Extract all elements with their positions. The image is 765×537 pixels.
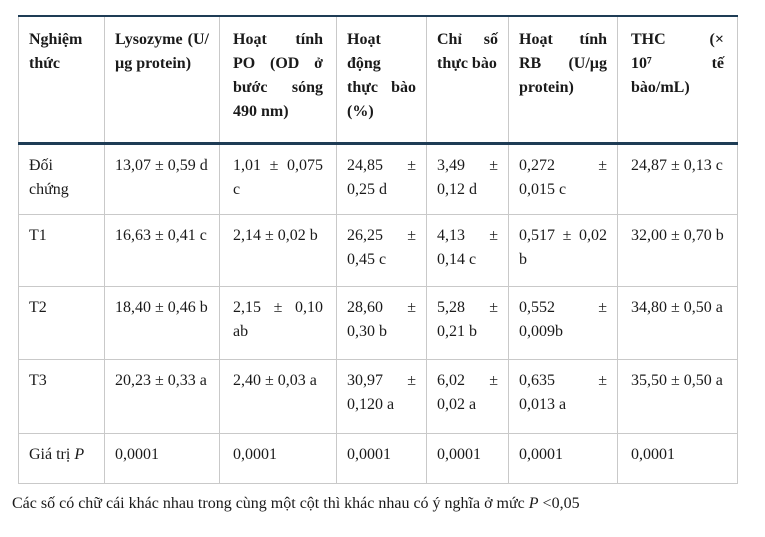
row-doi-chung: Đối chứng 13,07 ± 0,59 d 1,01 ± 0,075 c …: [18, 142, 738, 215]
table-cell: 2,15 ± 0,10 ab: [219, 285, 337, 360]
row-t3: T3 20,23 ± 0,33 a 2,40 ± 0,03 a 30,97 ± …: [18, 358, 738, 434]
row-label: T1: [18, 213, 105, 287]
col-header-po-activity: Hoạt tính PO (OD ở bước sóng 490 nm): [219, 15, 337, 145]
table-cell: 16,63 ± 0,41 c: [104, 213, 220, 287]
table-cell: 2,40 ± 0,03 a: [219, 358, 337, 434]
row-label: Đối chứng: [18, 142, 105, 215]
table-cell: 0,0001: [336, 432, 427, 484]
col-header-treatment: Nghiệm thức: [18, 15, 105, 145]
table-cell: 20,23 ± 0,33 a: [104, 358, 220, 434]
col-header-thc: THC (× 10⁷ tế bào/mL): [617, 15, 738, 145]
row-label: T2: [18, 285, 105, 360]
table-cell: 35,50 ± 0,50 a: [617, 358, 738, 434]
table-cell: 2,14 ± 0,02 b: [219, 213, 337, 287]
table-cell: 4,13 ± 0,14 c: [426, 213, 509, 287]
table-cell: 28,60 ± 0,30 b: [336, 285, 427, 360]
row-p-value: Giá trị P 0,0001 0,0001 0,0001 0,0001 0,…: [18, 432, 738, 484]
table-cell: 13,07 ± 0,59 d: [104, 142, 220, 215]
table-cell: 18,40 ± 0,46 b: [104, 285, 220, 360]
table-cell: 30,97 ± 0,120 a: [336, 358, 427, 434]
col-header-phagocytic-activity: Hoạt động thực bào (%): [336, 15, 427, 145]
table-cell: 0,272 ± 0,015 c: [508, 142, 618, 215]
p-symbol: P: [74, 445, 85, 463]
footnote-suffix: <0,05: [538, 494, 580, 512]
table-cell: 0,0001: [426, 432, 509, 484]
table-cell: 32,00 ± 0,70 b: [617, 213, 738, 287]
table-cell: 0,0001: [617, 432, 738, 484]
table-cell: 1,01 ± 0,075 c: [219, 142, 337, 215]
footnote-p-symbol: P: [528, 494, 539, 512]
table-cell: 24,87 ± 0,13 c: [617, 142, 738, 215]
row-t2: T2 18,40 ± 0,46 b 2,15 ± 0,10 ab 28,60 ±…: [18, 285, 738, 360]
footnote-text: Các số có chữ cái khác nhau trong cùng m…: [12, 494, 529, 512]
table-cell: 0,0001: [104, 432, 220, 484]
table-cell: 0,635 ± 0,013 a: [508, 358, 618, 434]
table-cell: 26,25 ± 0,45 c: [336, 213, 427, 287]
table-cell: 24,85 ± 0,25 d: [336, 142, 427, 215]
col-header-lysozyme: Lysozyme (U/µg protein): [104, 15, 220, 145]
table-cell: 34,80 ± 0,50 a: [617, 285, 738, 360]
table-footnote: Các số có chữ cái khác nhau trong cùng m…: [12, 493, 765, 515]
header-row: Nghiệm thức Lysozyme (U/µg protein) Hoạt…: [18, 15, 738, 145]
table-cell: 6,02 ± 0,02 a: [426, 358, 509, 434]
table-cell: 5,28 ± 0,21 b: [426, 285, 509, 360]
row-label: Giá trị P: [18, 432, 105, 484]
col-header-phagocytic-index: Chỉ số thực bào: [426, 15, 509, 145]
table-cell: 0,0001: [219, 432, 337, 484]
table-cell: 0,0001: [508, 432, 618, 484]
table-cell: 3,49 ± 0,12 d: [426, 142, 509, 215]
p-value-label: Giá trị: [29, 445, 75, 463]
table-cell: 0,552 ± 0,009b: [508, 285, 618, 360]
row-label: T3: [18, 358, 105, 434]
row-t1: T1 16,63 ± 0,41 c 2,14 ± 0,02 b 26,25 ± …: [18, 213, 738, 287]
col-header-rb-activity: Hoạt tính RB (U/µg protein): [508, 15, 618, 145]
table-cell: 0,517 ± 0,02 b: [508, 213, 618, 287]
results-table: Nghiệm thức Lysozyme (U/µg protein) Hoạt…: [18, 15, 738, 484]
